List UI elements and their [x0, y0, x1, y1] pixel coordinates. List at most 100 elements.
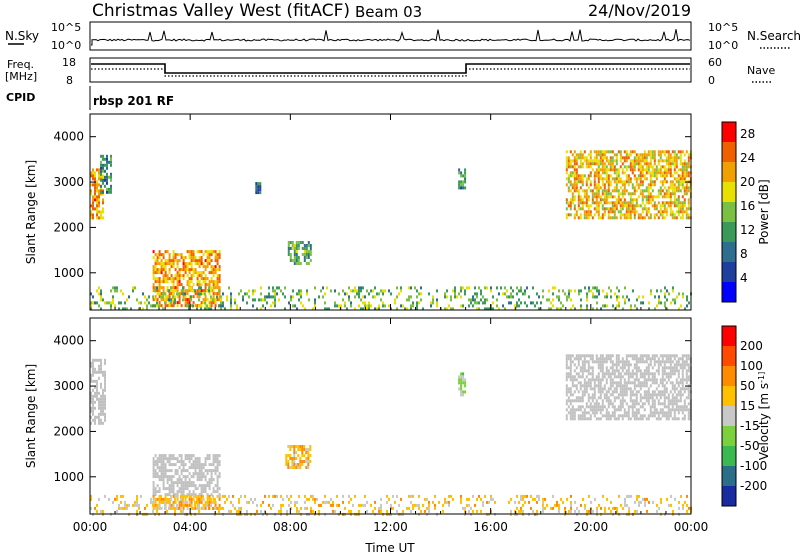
range-cell — [198, 283, 201, 287]
range-cell — [591, 360, 594, 364]
range-cell — [585, 156, 588, 160]
range-cell — [658, 298, 660, 302]
range-cell — [573, 207, 576, 211]
range-cell — [681, 183, 684, 187]
range-cell — [665, 375, 668, 379]
range-cell — [616, 295, 618, 299]
range-cell — [122, 307, 124, 311]
range-cell — [168, 490, 171, 494]
range-cell — [450, 494, 452, 498]
range-cell — [328, 307, 330, 311]
range-cell — [586, 292, 588, 296]
range-cell — [567, 156, 570, 160]
range-cell — [464, 509, 466, 513]
range-cell — [544, 506, 546, 510]
range-cell — [318, 295, 320, 299]
range-cell — [617, 360, 620, 364]
range-cell — [212, 487, 215, 491]
range-cell — [665, 171, 668, 175]
range-cell — [162, 487, 165, 491]
range-cell — [585, 210, 588, 214]
range-cell — [679, 153, 682, 157]
range-cell — [575, 366, 578, 370]
range-cell — [629, 168, 632, 172]
range-cell — [454, 292, 456, 296]
range-cell — [649, 378, 652, 382]
range-cell — [502, 304, 504, 308]
range-cell — [653, 213, 656, 217]
range-cell — [609, 387, 612, 391]
range-cell — [573, 204, 576, 208]
range-cell — [679, 150, 682, 154]
range-cell — [589, 156, 592, 160]
range-cell — [605, 390, 608, 394]
range-cell — [631, 207, 634, 211]
range-cell — [601, 177, 604, 181]
range-cell — [216, 463, 219, 467]
range-cell — [154, 253, 157, 257]
range-cell — [601, 198, 604, 202]
range-cell — [166, 259, 169, 263]
range-cell — [659, 174, 662, 178]
range-cell — [635, 396, 638, 400]
range-cell — [571, 417, 574, 421]
range-cell — [661, 210, 664, 214]
range-cell — [303, 256, 306, 259]
range-cell — [625, 204, 628, 208]
range-cell — [422, 503, 424, 507]
range-cell — [573, 357, 576, 361]
range-cell — [208, 289, 210, 293]
range-cell — [104, 178, 106, 182]
range-cell — [635, 357, 638, 361]
range-cell — [623, 390, 626, 394]
range-cell — [564, 292, 566, 296]
range-cell — [154, 469, 157, 473]
range-cell — [295, 457, 298, 460]
range-cell — [158, 292, 161, 296]
scatter-region — [565, 150, 692, 220]
range-cell — [170, 265, 173, 269]
range-cell — [625, 159, 628, 163]
range-cell — [450, 295, 452, 299]
range-cell — [673, 195, 676, 199]
range-cell — [681, 186, 684, 190]
range-cell — [681, 372, 684, 376]
range-cell — [679, 210, 682, 214]
range-cell — [605, 198, 608, 202]
range-cell — [613, 381, 616, 385]
range-cell — [212, 265, 215, 269]
range-cell — [567, 159, 570, 163]
range-cell — [232, 503, 234, 507]
range-cell — [198, 274, 201, 278]
range-cell — [152, 490, 155, 494]
range-cell — [108, 497, 110, 501]
range-cell — [673, 165, 676, 169]
range-cell — [685, 378, 688, 382]
range-cell — [585, 180, 588, 184]
range-cell — [647, 201, 650, 205]
x-tick-label: 16:00 — [473, 520, 508, 534]
range-cell — [106, 301, 108, 305]
range-cell — [605, 414, 608, 418]
range-cell — [374, 295, 376, 299]
range-cell — [190, 481, 193, 485]
range-cell — [446, 500, 448, 504]
range-cell — [643, 414, 646, 418]
range-cell — [416, 301, 418, 305]
range-cell — [462, 286, 464, 290]
range-cell — [673, 363, 676, 367]
range-cell — [468, 298, 470, 302]
range-cell — [639, 213, 642, 217]
range-cell — [102, 394, 104, 398]
range-cell — [616, 509, 618, 513]
range-cell — [631, 393, 634, 397]
range-cell — [650, 289, 652, 293]
range-cell — [198, 289, 201, 293]
range-cell — [102, 397, 104, 401]
range-cell — [590, 500, 592, 504]
range-cell — [200, 256, 203, 260]
range-cell — [577, 357, 580, 361]
range-cell — [619, 372, 622, 376]
range-cell — [202, 487, 205, 491]
range-cell — [98, 376, 100, 380]
